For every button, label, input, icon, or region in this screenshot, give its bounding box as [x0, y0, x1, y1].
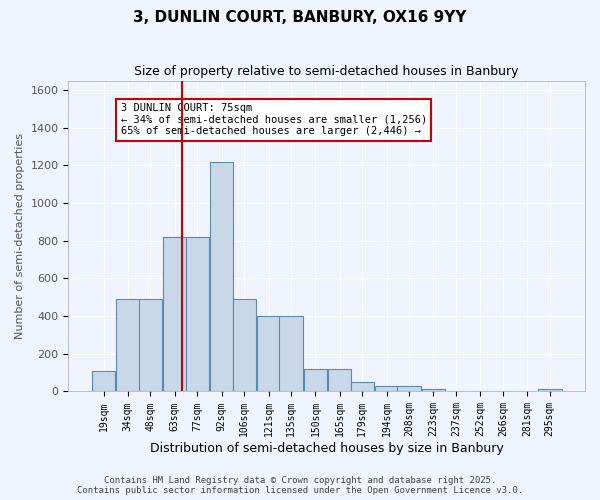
Bar [350, 382, 374, 392]
X-axis label: Distribution of semi-detached houses by size in Banbury: Distribution of semi-detached houses by … [150, 442, 503, 455]
Bar [304, 369, 327, 392]
Text: 3, DUNLIN COURT, BANBURY, OX16 9YY: 3, DUNLIN COURT, BANBURY, OX16 9YY [133, 10, 467, 25]
Text: Contains HM Land Registry data © Crown copyright and database right 2025.
Contai: Contains HM Land Registry data © Crown c… [77, 476, 523, 495]
Bar [280, 316, 303, 392]
Bar [233, 299, 256, 392]
Title: Size of property relative to semi-detached houses in Banbury: Size of property relative to semi-detach… [134, 65, 519, 78]
Bar [139, 299, 162, 392]
Bar [538, 388, 562, 392]
Bar [92, 370, 115, 392]
Bar [257, 316, 280, 392]
Bar [422, 388, 445, 392]
Y-axis label: Number of semi-detached properties: Number of semi-detached properties [15, 133, 25, 339]
Bar [210, 162, 233, 392]
Bar [375, 386, 398, 392]
Bar [397, 386, 421, 392]
Text: 3 DUNLIN COURT: 75sqm
← 34% of semi-detached houses are smaller (1,256)
65% of s: 3 DUNLIN COURT: 75sqm ← 34% of semi-deta… [121, 103, 427, 136]
Bar [116, 299, 140, 392]
Bar [328, 369, 352, 392]
Bar [163, 237, 187, 392]
Bar [185, 237, 209, 392]
